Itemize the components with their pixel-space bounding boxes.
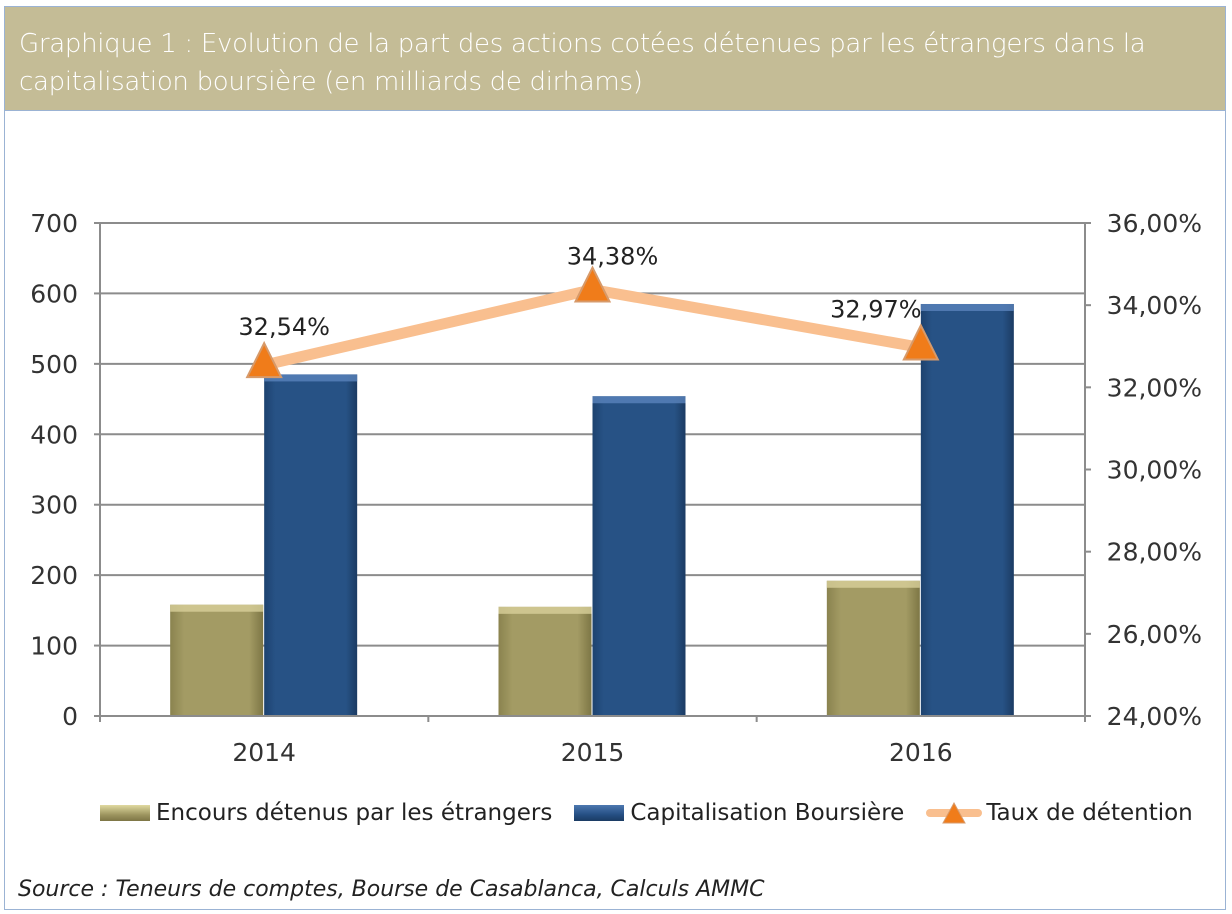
y2-tick-label: 34,00% — [1107, 291, 1202, 320]
marker-taux — [573, 265, 612, 303]
bar-encours-2016 — [826, 580, 920, 716]
marker-taux — [902, 323, 940, 361]
x-tick-label: 2015 — [561, 738, 625, 767]
legend-label: Taux de détention — [986, 800, 1193, 826]
bar-capitalisation-bevel — [920, 303, 1014, 311]
y-tick-label: 200 — [30, 561, 78, 590]
source-note: Source : Teneurs de comptes, Bourse de C… — [18, 877, 765, 902]
legend-item-taux: Taux de détention — [926, 800, 1193, 826]
y2-tick-label: 32,00% — [1107, 373, 1202, 402]
legend-label: Encours détenus par les étrangers — [156, 800, 553, 826]
chart-frame — [4, 6, 1226, 910]
bar-capitalisation-2014 — [264, 374, 358, 716]
bar-encours-bevel — [826, 580, 920, 588]
legend-swatch-encours — [100, 805, 150, 821]
bar-encours-2014 — [170, 604, 264, 716]
y-tick-label: 300 — [30, 491, 78, 520]
legend-item-encours: Encours détenus par les étrangers — [100, 800, 552, 826]
marker-taux — [245, 340, 283, 379]
bar-capitalisation-2016 — [920, 303, 1014, 716]
y2-tick-label: 30,00% — [1107, 456, 1202, 485]
legend-swatch-taux — [926, 801, 983, 825]
legend-label: Capitalisation Boursière — [630, 800, 905, 826]
y2-tick-label: 26,00% — [1107, 620, 1202, 649]
y-tick-label: 100 — [30, 632, 78, 661]
y-tick-label: 600 — [30, 279, 78, 308]
y-tick-label: 700 — [30, 209, 78, 238]
data-label-taux: 32,54% — [238, 313, 330, 341]
data-label-taux: 34,38% — [567, 243, 659, 271]
bar-encours-bevel — [498, 606, 592, 614]
y-tick-label: 0 — [62, 702, 78, 731]
bar-encours-2015 — [498, 606, 592, 716]
x-tick-label: 2016 — [889, 738, 953, 767]
bar-encours-bevel — [170, 604, 264, 612]
y2-tick-label: 24,00% — [1107, 702, 1202, 731]
bar-capitalisation-bevel — [264, 374, 358, 382]
chart-title: Graphique 1 : Evolution de la part des a… — [5, 7, 1225, 111]
y-tick-label: 400 — [30, 420, 78, 449]
y2-tick-label: 36,00% — [1107, 209, 1202, 238]
y2-tick-label: 28,00% — [1107, 538, 1202, 567]
data-label-taux: 32,97% — [830, 295, 922, 323]
legend: Encours détenus par les étrangers Capita… — [100, 800, 1215, 826]
y-tick-label: 500 — [30, 350, 78, 379]
triangle-marker-icon — [942, 802, 967, 824]
x-tick-label: 2014 — [232, 738, 296, 767]
bar-capitalisation-2015 — [592, 396, 686, 716]
legend-item-capitalisation: Capitalisation Boursière — [574, 800, 904, 826]
legend-swatch-capitalisation — [574, 805, 625, 821]
bar-capitalisation-bevel — [592, 396, 686, 404]
